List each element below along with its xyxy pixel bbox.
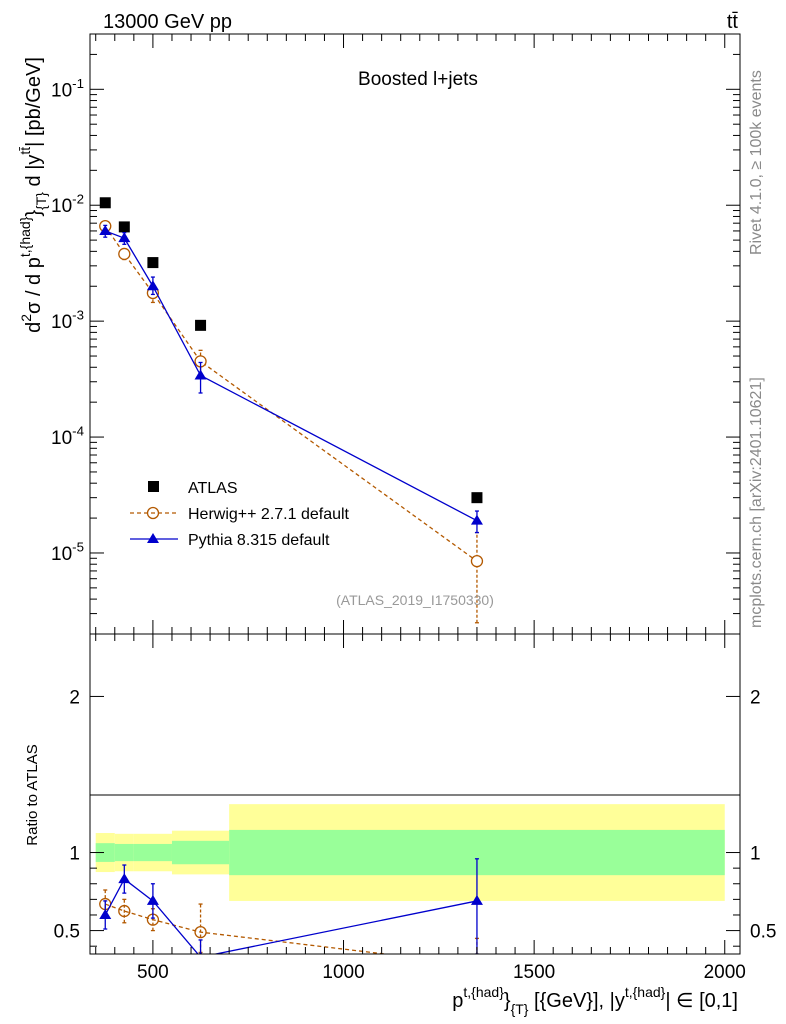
- y-tick-label: 10-2: [51, 192, 84, 218]
- y-tick-label: 10-5: [51, 539, 84, 565]
- data-point-atlas: [118, 221, 130, 233]
- ratio-point-pythia: [146, 894, 159, 905]
- x-tick-label: 1500: [513, 962, 555, 983]
- uncertainty-band-stat: [171, 840, 230, 865]
- x-tick-label: 1000: [322, 962, 364, 983]
- y-tick-label: 10-4: [51, 424, 84, 450]
- ratio-point-herwig: [118, 904, 131, 918]
- data-point-atlas: [471, 492, 483, 504]
- mcplots-label: mcplots.cern.ch [arXiv:2401.10621]: [748, 377, 765, 628]
- legend-marker-herwig: [146, 506, 160, 520]
- data-point-pythia: [146, 280, 159, 291]
- data-point-pythia: [99, 224, 112, 235]
- process-label: tt̄: [727, 11, 739, 33]
- data-point-atlas: [99, 197, 111, 209]
- ratio-point-herwig: [471, 959, 482, 970]
- ratio-point-pythia: [99, 908, 112, 919]
- main-plot-panel: 10-1 10-2 10-3 10-4 10-5 Boosted l+jets (ATL…: [17, 33, 741, 635]
- data-point-pythia: [194, 369, 207, 380]
- ratio-line-0: [105, 903, 391, 954]
- data-point-pythia: [470, 514, 483, 525]
- ratio-point-pythia: [198, 951, 203, 954]
- data-point-herwig: [118, 247, 131, 261]
- ratio-plot-frame: [89, 633, 741, 955]
- ratio-y-tick-label-right: 2: [750, 687, 761, 708]
- uncertainty-band-stat: [114, 843, 134, 862]
- legend-marker-pythia: [147, 533, 159, 543]
- ratio-y-tick-label: 2: [69, 687, 80, 708]
- x-tick-label: 2000: [704, 962, 746, 983]
- x-tick-label: 500: [137, 962, 169, 983]
- data-point-pythia: [118, 232, 131, 243]
- y-tick-label: 10-3: [51, 308, 84, 334]
- legend: ATLAS Herwig++ 2.7.1 default Pythia 8.31…: [130, 480, 350, 549]
- ratio-y-tick-label: 0.5: [54, 922, 80, 943]
- series-line-1: [104, 225, 478, 562]
- y-tick-label: 10-1: [51, 76, 84, 102]
- energy-label: 13000 GeV pp: [103, 11, 232, 33]
- y-axis-label: d2σ / d pt,{had}}{T} d |ytt̄| [pb/GeV]: [17, 57, 49, 333]
- ratio-y-tick-label-right: 1: [750, 844, 761, 865]
- rivet-version-label: Rivet 4.1.0, ≥ 100k events: [748, 70, 765, 255]
- legend-label-atlas: ATLAS: [188, 480, 238, 497]
- ratio-point-herwig: [194, 925, 207, 939]
- ratio-plot-panel: 0.5 0.5 1 1 2 2 500 1000 1500 2000 Ratio to ATLAS…: [24, 633, 776, 1017]
- data-point-atlas: [195, 319, 207, 331]
- data-point-herwig: [470, 555, 484, 568]
- series-line-2: [105, 230, 478, 522]
- ratio-y-axis-label: Ratio to ATLAS: [24, 744, 41, 845]
- uncertainty-band-stat: [133, 843, 172, 862]
- x-axis-label: pt,{had}}{T} [{GeV}], |yt,{had}| ∈ [0,1]: [452, 984, 738, 1017]
- legend-label-herwig: Herwig++ 2.7.1 default: [188, 506, 350, 523]
- ratio-y-tick-label: 1: [69, 844, 80, 865]
- legend-label-pythia: Pythia 8.315 default: [188, 532, 330, 549]
- data-point-atlas: [147, 257, 159, 269]
- plot-title: Boosted l+jets: [358, 69, 478, 90]
- analysis-id: (ATLAS_2019_I1750330): [336, 592, 494, 608]
- ratio-y-tick-label-right: 0.5: [750, 922, 776, 943]
- ratio-point-pythia: [470, 894, 483, 905]
- ratio-point-pythia: [118, 873, 131, 884]
- legend-marker-atlas: [148, 481, 159, 492]
- uncertainty-band-stat: [95, 843, 115, 862]
